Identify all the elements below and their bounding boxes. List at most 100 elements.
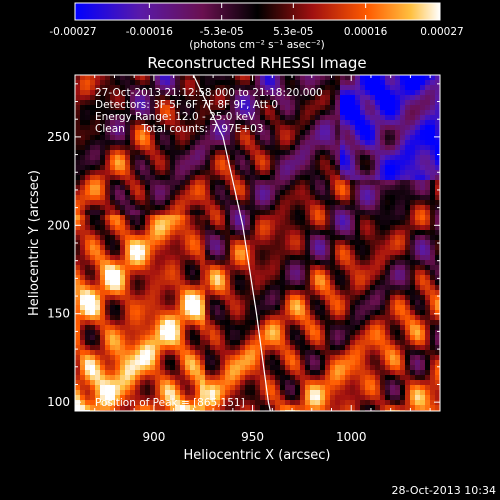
heatmap-cell: [415, 370, 421, 376]
heatmap-cell: [405, 240, 411, 246]
heatmap-cell: [305, 380, 311, 386]
heatmap-cell: [355, 220, 361, 226]
heatmap-cell: [365, 395, 371, 401]
heatmap-cell: [190, 305, 196, 311]
heatmap-cell: [435, 365, 440, 371]
heatmap-cell: [295, 315, 301, 321]
heatmap-cell: [115, 105, 121, 111]
heatmap-cell: [380, 320, 386, 326]
heatmap-cell: [395, 100, 401, 106]
heatmap-cell: [155, 275, 161, 281]
heatmap-cell: [405, 305, 411, 311]
heatmap-cell: [325, 250, 331, 256]
heatmap-cell: [230, 305, 236, 311]
heatmap-cell: [325, 115, 331, 121]
heatmap-cell: [220, 140, 226, 146]
heatmap-cell: [305, 320, 311, 326]
heatmap-cell: [100, 115, 106, 121]
heatmap-cell: [320, 245, 326, 251]
heatmap-cell: [295, 200, 301, 206]
heatmap-cell: [75, 150, 81, 156]
heatmap-cell: [220, 305, 226, 311]
heatmap-cell: [225, 300, 231, 306]
heatmap-cell: [100, 90, 106, 96]
heatmap-cell: [305, 105, 311, 111]
heatmap-cell: [155, 245, 161, 251]
heatmap-cell: [275, 215, 281, 221]
heatmap-cell: [300, 160, 306, 166]
heatmap-cell: [210, 220, 216, 226]
heatmap-cell: [280, 235, 286, 241]
heatmap-cell: [90, 185, 96, 191]
heatmap-cell: [365, 110, 371, 116]
heatmap-cell: [130, 190, 136, 196]
heatmap-cell: [145, 125, 151, 131]
heatmap-cell: [215, 335, 221, 341]
heatmap-cell: [380, 395, 386, 401]
heatmap-cell: [370, 195, 376, 201]
heatmap-cell: [285, 350, 291, 356]
heatmap-cell: [410, 260, 416, 266]
heatmap-cell: [205, 185, 211, 191]
heatmap-cell: [195, 100, 201, 106]
heatmap-cell: [80, 225, 86, 231]
heatmap-cell: [275, 130, 281, 136]
heatmap-cell: [265, 100, 271, 106]
heatmap-cell: [395, 215, 401, 221]
heatmap-cell: [360, 100, 366, 106]
heatmap-cell: [105, 350, 111, 356]
heatmap-cell: [360, 340, 366, 346]
heatmap-cell: [155, 315, 161, 321]
heatmap-cell: [295, 220, 301, 226]
heatmap-cell: [335, 110, 341, 116]
heatmap-cell: [380, 100, 386, 106]
heatmap-cell: [370, 355, 376, 361]
heatmap-cell: [275, 255, 281, 261]
heatmap-cell: [390, 300, 396, 306]
heatmap-cell: [180, 345, 186, 351]
heatmap-cell: [240, 215, 246, 221]
heatmap-cell: [205, 115, 211, 121]
heatmap-cell: [330, 210, 336, 216]
heatmap-cell: [340, 350, 346, 356]
heatmap-cell: [130, 90, 136, 96]
heatmap-cell: [215, 245, 221, 251]
heatmap-cell: [295, 95, 301, 101]
heatmap-cell: [390, 400, 396, 406]
heatmap-cell: [430, 120, 436, 126]
heatmap-cell: [410, 255, 416, 261]
heatmap-cell: [95, 105, 101, 111]
heatmap-cell: [290, 190, 296, 196]
heatmap-cell: [185, 110, 191, 116]
heatmap-cell: [215, 305, 221, 311]
heatmap-cell: [95, 390, 101, 396]
heatmap-cell: [260, 80, 266, 86]
heatmap-cell: [425, 375, 431, 381]
heatmap-cell: [110, 375, 116, 381]
heatmap-cell: [145, 120, 151, 126]
heatmap-cell: [260, 150, 266, 156]
heatmap-cell: [365, 275, 371, 281]
heatmap-cell: [210, 270, 216, 276]
heatmap-cell: [285, 385, 291, 391]
heatmap-cell: [130, 210, 136, 216]
heatmap-cell: [410, 215, 416, 221]
heatmap-cell: [330, 240, 336, 246]
heatmap-cell: [95, 300, 101, 306]
heatmap-cell: [90, 290, 96, 296]
heatmap-cell: [400, 145, 406, 151]
heatmap-cell: [380, 80, 386, 86]
heatmap-cell: [155, 405, 161, 411]
heatmap-cell: [130, 125, 136, 131]
heatmap-cell: [400, 285, 406, 291]
heatmap-cell: [120, 215, 126, 221]
heatmap-cell: [80, 345, 86, 351]
heatmap-cell: [300, 325, 306, 331]
heatmap-cell: [100, 345, 106, 351]
heatmap-cell: [140, 125, 146, 131]
heatmap-cell: [360, 195, 366, 201]
heatmap-cell: [255, 395, 261, 401]
heatmap-cell: [165, 345, 171, 351]
heatmap-cell: [95, 265, 101, 271]
heatmap-cell: [150, 265, 156, 271]
